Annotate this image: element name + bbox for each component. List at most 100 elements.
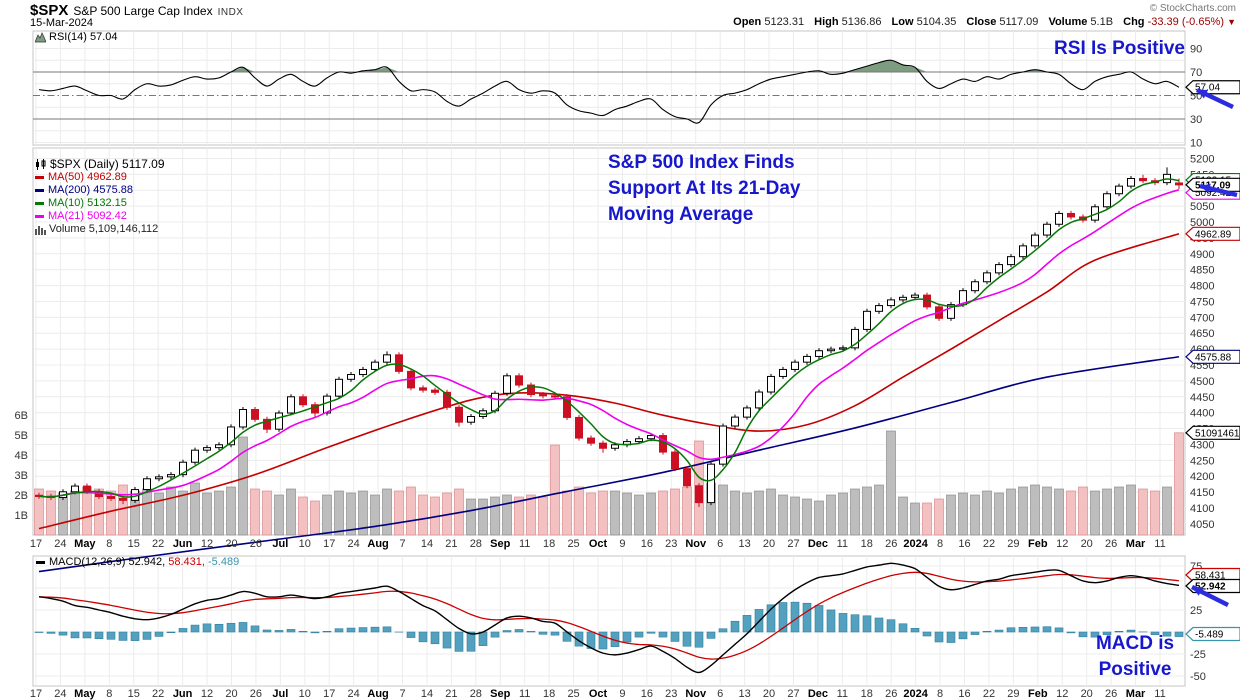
ma50-line-swatch [35, 176, 44, 179]
macd-line-swatch [36, 560, 45, 564]
chart-date: 15-Mar-2024 [30, 17, 93, 29]
svg-text:11: 11 [1154, 688, 1165, 700]
svg-text:20: 20 [225, 688, 237, 700]
svg-text:6: 6 [717, 538, 723, 550]
svg-text:Jun: Jun [173, 538, 193, 550]
panel-backgrounds [32, 30, 1186, 687]
open-label: Open [733, 16, 762, 28]
macd-legend-label: MACD(12,26,9) [49, 556, 126, 568]
svg-text:Oct: Oct [589, 538, 608, 550]
volume-bars [34, 430, 1184, 536]
svg-text:23: 23 [665, 538, 677, 550]
svg-text:2B: 2B [15, 490, 28, 502]
svg-text:4750: 4750 [1190, 296, 1214, 308]
svg-text:26: 26 [885, 688, 897, 700]
svg-text:29: 29 [1007, 688, 1019, 700]
ma200-legend-label: MA(200) 4575.88 [48, 184, 133, 196]
svg-text:Mar: Mar [1126, 538, 1146, 550]
change-value: -33.39 (-0.65%) [1147, 16, 1225, 28]
price-tags: 5132.155092.424962.894575.88510914611251… [1185, 172, 1240, 440]
svg-text:17: 17 [30, 538, 42, 550]
rsi-legend-label: RSI(14) 57.04 [49, 31, 118, 43]
close-label: Close [966, 16, 997, 28]
annotation-arrows [1190, 87, 1238, 608]
main-legend: $SPX (Daily) 5117.09 MA(50) 4962.89 MA(2… [35, 158, 165, 236]
svg-text:10: 10 [299, 538, 311, 550]
svg-text:52.942: 52.942 [1195, 582, 1226, 593]
svg-text:90: 90 [1190, 44, 1202, 56]
main-annotation: S&P 500 Index Finds Support At Its 21-Da… [608, 150, 801, 228]
svg-text:24: 24 [348, 688, 360, 700]
svg-text:4962.89: 4962.89 [1195, 229, 1232, 240]
svg-text:4300: 4300 [1190, 439, 1214, 451]
svg-text:Oct: Oct [589, 688, 608, 700]
ma200-line-swatch [35, 189, 44, 192]
copyright-label: © StockCharts.com [1149, 3, 1236, 14]
svg-text:20: 20 [225, 538, 237, 550]
candlestick-chart-icon[interactable] [35, 159, 47, 170]
open-value: 5123.31 [764, 16, 805, 28]
rsi-indicator-icon[interactable] [35, 32, 46, 43]
macd-hist-value: -5.489 [208, 556, 240, 568]
svg-text:20: 20 [763, 538, 775, 550]
svg-text:22: 22 [983, 688, 995, 700]
svg-text:28: 28 [470, 538, 482, 550]
svg-text:6B: 6B [15, 410, 28, 422]
rsi-annotation: RSI Is Positive [1054, 38, 1185, 59]
svg-text:2024: 2024 [903, 538, 928, 550]
ma50-legend-label: MA(50) 4962.89 [48, 171, 127, 183]
svg-text:8: 8 [106, 538, 112, 550]
svg-text:20: 20 [1081, 688, 1093, 700]
svg-text:4150: 4150 [1190, 487, 1214, 499]
svg-text:11: 11 [519, 538, 530, 550]
svg-text:Aug: Aug [367, 538, 388, 550]
svg-text:30: 30 [1190, 114, 1202, 126]
svg-text:14: 14 [421, 538, 433, 550]
svg-text:18: 18 [543, 538, 555, 550]
svg-text:4450: 4450 [1190, 392, 1214, 404]
ma-lines-over [38, 178, 1180, 498]
svg-text:5000: 5000 [1190, 217, 1214, 229]
svg-text:12: 12 [201, 688, 213, 700]
low-value: 5104.35 [916, 16, 957, 28]
svg-text:May: May [74, 688, 96, 700]
svg-text:10: 10 [299, 688, 311, 700]
svg-text:57.04: 57.04 [1195, 83, 1220, 94]
svg-text:6: 6 [717, 688, 723, 700]
svg-text:1B: 1B [15, 510, 28, 522]
svg-text:22: 22 [152, 688, 164, 700]
macd-value: 52.942, [128, 556, 166, 568]
svg-text:Jun: Jun [173, 688, 193, 700]
main-annotation-line1: S&P 500 Index Finds [608, 152, 795, 173]
svg-text:12: 12 [1056, 538, 1068, 550]
svg-text:26: 26 [250, 688, 262, 700]
symbol-name: S&P 500 Large Cap Index [73, 4, 213, 18]
svg-text:27: 27 [787, 538, 799, 550]
volume-label: Volume [1048, 16, 1088, 28]
symbol-ticker: $SPX [30, 2, 69, 19]
svg-text:70: 70 [1190, 67, 1202, 79]
spx-legend-label: $SPX (Daily) 5117.09 [50, 157, 165, 171]
svg-text:7: 7 [399, 688, 405, 700]
svg-text:4100: 4100 [1190, 503, 1214, 515]
volume-bars-icon[interactable] [35, 225, 46, 235]
svg-text:4250: 4250 [1190, 455, 1214, 467]
svg-text:Nov: Nov [685, 538, 707, 550]
svg-text:21: 21 [445, 688, 457, 700]
svg-text:May: May [74, 538, 96, 550]
volume-legend-label: Volume 5,109,146,112 [49, 223, 159, 235]
svg-text:8: 8 [106, 688, 112, 700]
svg-text:26: 26 [1105, 688, 1117, 700]
svg-text:16: 16 [641, 688, 653, 700]
svg-text:5050: 5050 [1190, 201, 1214, 213]
svg-text:Jul: Jul [272, 688, 288, 700]
svg-text:8: 8 [937, 538, 943, 550]
svg-text:26: 26 [1105, 538, 1117, 550]
svg-text:4500: 4500 [1190, 376, 1214, 388]
svg-text:4575.88: 4575.88 [1195, 352, 1232, 363]
high-value: 5136.86 [841, 16, 882, 28]
svg-text:24: 24 [54, 538, 66, 550]
svg-text:17: 17 [323, 538, 335, 550]
change-down-triangle-icon: ▼ [1227, 17, 1236, 27]
